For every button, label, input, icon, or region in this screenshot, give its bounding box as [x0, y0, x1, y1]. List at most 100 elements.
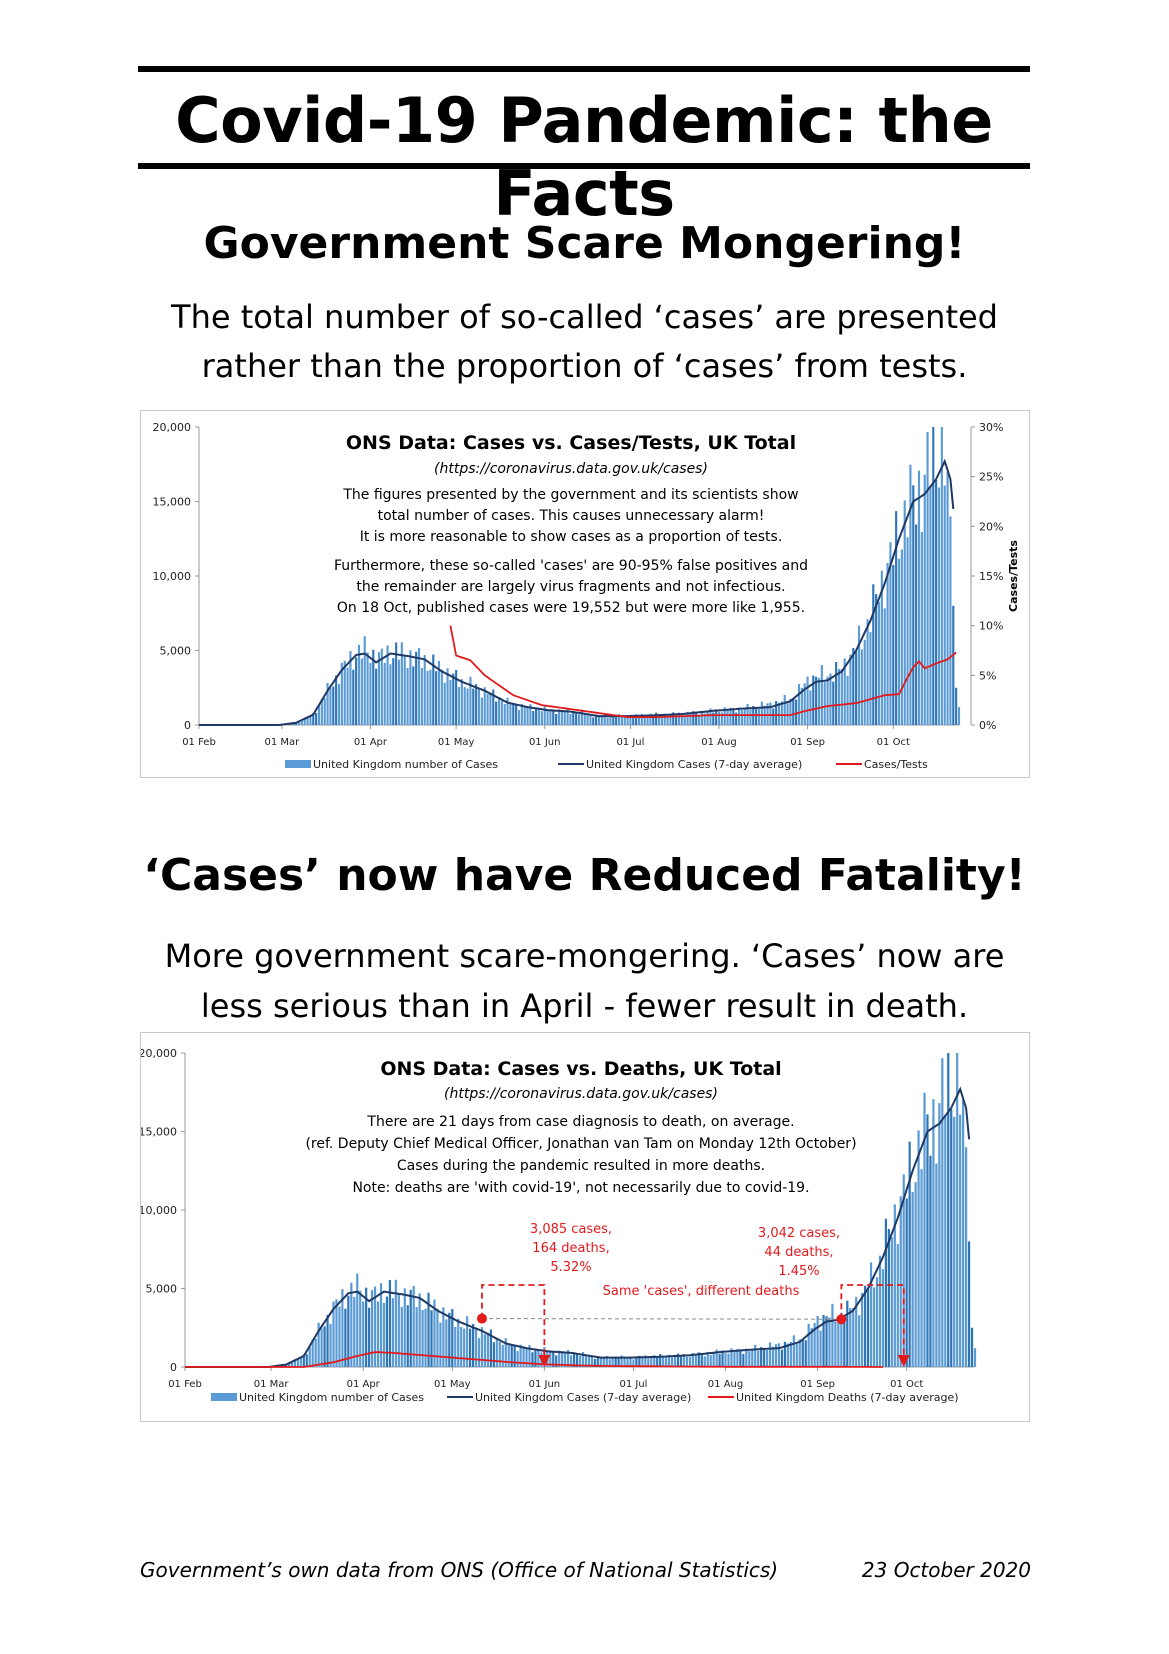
- daily-cases-bar: [820, 665, 823, 725]
- daily-cases-bar: [290, 1362, 294, 1367]
- daily-cases-bar: [609, 716, 612, 725]
- daily-cases-bar: [763, 1348, 766, 1367]
- x-tick-label: 01 Aug: [701, 737, 736, 748]
- x-tick-label: 01 Jun: [529, 1379, 561, 1390]
- y-tick-label: 10,000: [153, 570, 192, 583]
- daily-cases-bar: [503, 704, 506, 725]
- daily-cases-bar: [543, 706, 546, 725]
- daily-cases-bar: [657, 714, 661, 725]
- daily-cases-bar: [486, 1332, 490, 1367]
- daily-cases-bar: [420, 668, 423, 725]
- x-tick-label: 01 Aug: [708, 1379, 743, 1390]
- daily-cases-bar: [418, 1293, 421, 1367]
- daily-cases-bar: [457, 1318, 460, 1367]
- daily-cases-bar: [792, 698, 795, 725]
- daily-cases-bar: [900, 549, 903, 725]
- y-tick-label: 15,000: [153, 496, 192, 509]
- daily-cases-bar: [660, 716, 663, 725]
- daily-cases-bar: [392, 658, 395, 725]
- daily-cases-bar: [884, 1218, 888, 1367]
- daily-cases-bar: [659, 1353, 662, 1367]
- daily-cases-bar: [769, 702, 772, 725]
- section2-subtitle-line1: More government scare-mongering. ‘Cases’…: [164, 937, 1005, 975]
- daily-cases-bar: [703, 1356, 706, 1367]
- daily-cases-bar: [347, 1295, 350, 1367]
- daily-cases-bar: [840, 668, 843, 725]
- daily-cases-bar: [662, 1355, 665, 1367]
- daily-cases-bar: [743, 707, 746, 725]
- daily-cases-bar: [857, 625, 861, 725]
- daily-cases-bar: [375, 668, 378, 725]
- daily-cases-bar: [644, 1355, 647, 1367]
- daily-cases-bar: [329, 688, 332, 725]
- daily-cases-bar: [483, 687, 486, 725]
- daily-cases-bar: [437, 660, 441, 725]
- daily-cases-bar: [352, 669, 355, 725]
- daily-cases-bar: [632, 715, 635, 725]
- daily-cases-bar: [532, 710, 535, 725]
- daily-cases-bar: [391, 1298, 395, 1367]
- daily-cases-bar: [745, 1348, 748, 1367]
- daily-cases-bar: [843, 1321, 846, 1367]
- daily-cases-bar: [477, 1338, 481, 1367]
- daily-cases-bar: [492, 689, 495, 725]
- daily-cases-bar: [394, 1279, 397, 1367]
- daily-cases-bar: [887, 1229, 890, 1367]
- daily-cases-bar: [606, 717, 609, 725]
- x-tick-label: 01 Oct: [890, 1379, 923, 1390]
- daily-cases-bar: [558, 1350, 561, 1367]
- legend-label: Cases/Tests: [864, 758, 928, 771]
- daily-cases-bar: [595, 714, 598, 725]
- daily-cases-bar: [320, 698, 323, 725]
- daily-cases-bar: [861, 1292, 864, 1367]
- y-tick-label: 5,000: [160, 645, 192, 658]
- daily-cases-bar: [686, 711, 689, 725]
- daily-cases-bar: [326, 682, 329, 725]
- daily-cases-bar: [822, 1314, 825, 1367]
- daily-cases-bar: [697, 1352, 700, 1367]
- daily-cases-bar: [816, 1315, 819, 1367]
- daily-cases-bar: [817, 678, 821, 725]
- daily-cases-bar: [837, 669, 841, 725]
- daily-cases-bar: [813, 1323, 816, 1367]
- x-tick-label: 01 Apr: [347, 1379, 381, 1390]
- daily-cases-bar: [356, 1273, 359, 1367]
- daily-cases-bar: [795, 699, 798, 725]
- daily-cases-bar: [584, 1355, 588, 1367]
- daily-cases-bar: [706, 1352, 709, 1367]
- y2-tick-label: 20%: [979, 520, 1003, 533]
- daily-cases-bar: [529, 704, 532, 725]
- daily-cases-bar: [335, 1299, 338, 1367]
- daily-cases-bar: [647, 1358, 650, 1367]
- daily-cases-bar: [792, 1335, 795, 1367]
- daily-cases-bar: [360, 658, 363, 725]
- daily-cases-bar: [908, 1141, 911, 1367]
- section1-subtitle-line1: The total number of so-called ‘cases’ ar…: [171, 298, 998, 336]
- daily-cases-bar: [586, 714, 589, 725]
- daily-cases-bar: [840, 1312, 843, 1367]
- daily-cases-bar: [740, 709, 743, 725]
- daily-cases-bar: [424, 1308, 427, 1367]
- daily-cases-bar: [329, 1323, 332, 1367]
- x-tick-label: 01 Feb: [168, 1379, 202, 1390]
- daily-cases-bar: [455, 670, 458, 725]
- cases-vs-tests-chart: 0 5,000 10,000 15,000 20,000 01 Feb 01 Mar 01 A…: [153, 421, 1021, 771]
- daily-cases-bar: [950, 1108, 953, 1367]
- daily-cases-bar: [652, 715, 655, 725]
- section1-heading: Government Scare Mongering!: [203, 218, 966, 269]
- daily-cases-bar: [370, 1290, 374, 1367]
- daily-cases-bar: [305, 1354, 308, 1367]
- daily-cases-bar: [403, 1288, 406, 1367]
- daily-cases-bar: [650, 1357, 653, 1367]
- daily-cases-bar: [312, 712, 315, 725]
- daily-cases-bar: [952, 605, 955, 725]
- chart2-annotation: Cases during the pandemic resulted in mo…: [397, 1158, 765, 1174]
- daily-cases-bar: [362, 1301, 365, 1367]
- daily-cases-bar: [640, 713, 643, 725]
- daily-cases-bar: [863, 639, 866, 725]
- daily-cases-bar: [552, 709, 555, 725]
- callout-dashed-bracket: [840, 1284, 905, 1357]
- daily-cases-bar: [340, 662, 343, 725]
- daily-cases-bar: [666, 716, 669, 725]
- daily-cases-bar: [623, 717, 626, 725]
